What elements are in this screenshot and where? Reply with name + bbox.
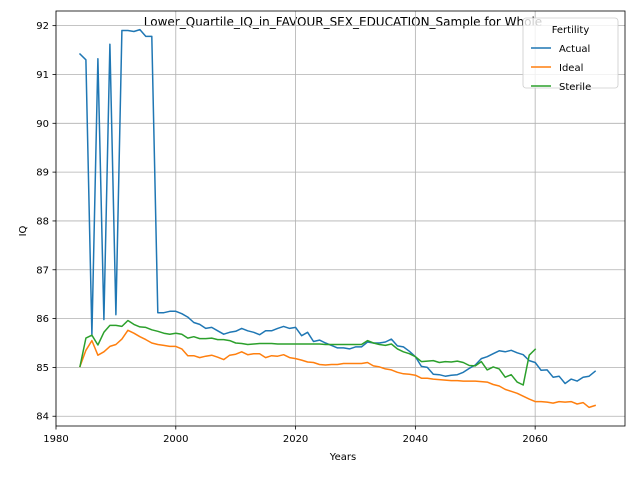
x-tick-label: 2020 [283, 434, 308, 445]
legend-box [522, 17, 619, 89]
x-tick-label: 2000 [163, 434, 188, 445]
y-axis: 84 85 86 87 88 89 90 91 92 [36, 21, 56, 423]
series-line-actual [78, 28, 597, 385]
y-tick-label: 85 [36, 363, 49, 374]
x-tick-label: 2060 [522, 434, 547, 445]
y-tick-label: 87 [36, 265, 49, 276]
y-tick-label: 88 [36, 216, 49, 227]
x-tick-label: 1980 [43, 434, 68, 445]
legend-label-sterile: Sterile [559, 82, 591, 93]
x-tick-label: 2040 [403, 434, 428, 445]
legend: Fertility Actual Ideal Sterile [522, 17, 619, 93]
y-tick-label: 90 [36, 119, 49, 130]
series-line-sterile [79, 319, 537, 386]
series-line-ideal [79, 329, 597, 409]
grid [55, 11, 625, 426]
x-axis: 1980 2000 2020 2040 2060 [43, 426, 548, 445]
y-tick-label: 92 [36, 21, 49, 32]
y-tick-label: 86 [36, 314, 49, 325]
y-tick-label: 84 [36, 412, 49, 423]
y-tick-label: 91 [36, 70, 49, 81]
x-axis-label: Years [329, 452, 356, 463]
series-lines [78, 28, 597, 409]
y-tick-label: 89 [36, 168, 49, 179]
legend-title: Fertility [552, 25, 590, 36]
plot-frame [55, 10, 626, 427]
chart-title: Lower_Quartile_IQ_in_FAVOUR_SEX_EDUCATIO… [144, 15, 542, 29]
legend-label-ideal: Ideal [559, 63, 583, 74]
legend-label-actual: Actual [559, 44, 590, 55]
y-axis-label: IQ [18, 225, 29, 236]
